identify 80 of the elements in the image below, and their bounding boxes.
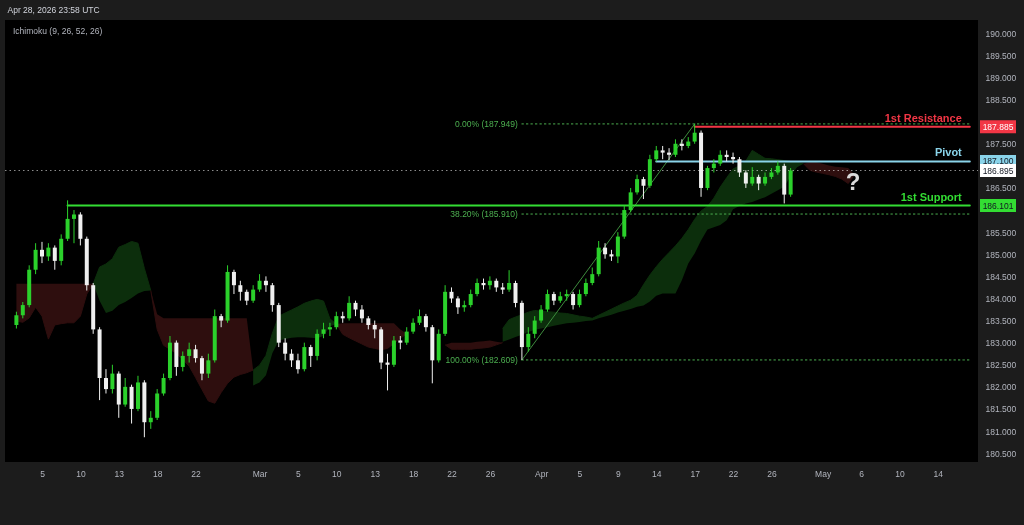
candlestick [513, 280, 518, 308]
candlestick [359, 304, 364, 324]
candlestick [52, 244, 57, 271]
candlestick [123, 377, 128, 408]
candlestick [551, 291, 556, 306]
x-tick-label: 13 [370, 468, 381, 479]
y-tick-label: 184.500 [985, 271, 1017, 282]
x-tick-label: 26 [485, 468, 496, 479]
candlestick [411, 317, 416, 335]
candlestick [545, 289, 550, 313]
candlestick [692, 123, 697, 145]
x-tick-label: 5 [40, 468, 46, 479]
x-tick-label: 18 [152, 468, 163, 479]
y-tick-label: 186.500 [985, 183, 1017, 194]
x-tick-label: 14 [652, 468, 662, 479]
x-tick-label: 26 [767, 468, 777, 479]
candlestick [129, 384, 134, 425]
data-label: 186.101 [982, 200, 1014, 211]
candlestick [507, 269, 512, 293]
series-label: 0.00% (187.949) [455, 118, 519, 129]
y-tick-label: 183.500 [985, 316, 1017, 327]
candlestick [347, 295, 352, 322]
x-tick-label: 13 [114, 468, 125, 479]
candlestick [455, 295, 460, 315]
y-tick-label: 185.000 [985, 249, 1017, 260]
candlestick [750, 166, 755, 187]
candlestick [635, 174, 640, 196]
y-tick-label: 189.500 [985, 50, 1017, 61]
x-tick-label: 10 [895, 468, 905, 479]
x-tick-label: 22 [447, 468, 457, 479]
annotation: ? [845, 168, 861, 195]
y-tick-label: 184.000 [985, 293, 1017, 304]
series-label: Pivot [934, 146, 963, 159]
y-tick-label: 182.500 [985, 360, 1017, 371]
candlestick [737, 156, 742, 178]
candlestick [526, 326, 531, 352]
annotation: Ichimoku (9, 26, 52, 26) [13, 26, 103, 36]
y-tick-label: 187.500 [985, 139, 1017, 150]
candlestick [231, 269, 236, 295]
candlestick [71, 209, 76, 244]
data-label: 187.100 [982, 156, 1014, 167]
x-tick-label: 10 [332, 468, 342, 479]
candlestick [33, 242, 38, 275]
y-tick-label: 189.000 [985, 72, 1017, 83]
x-tick-label: 5 [577, 468, 583, 479]
x-tick-label: 22 [191, 468, 202, 479]
y-tick-label: 188.500 [985, 95, 1017, 106]
x-tick-label: Mar [252, 468, 268, 479]
candlestick [763, 171, 768, 187]
x-tick-label: 17 [690, 468, 701, 479]
series-label: 38.20% (185.910) [450, 209, 519, 220]
y-tick-label: 181.500 [985, 404, 1017, 415]
y-tick-label: 190.000 [985, 28, 1017, 39]
x-tick-label: 9 [616, 468, 622, 479]
candlestick [103, 368, 108, 394]
ref-line-label: 186.895 [982, 165, 1014, 176]
x-tick-label: 10 [76, 468, 86, 479]
y-tick-label: 182.000 [985, 382, 1017, 393]
y-tick-label: 181.000 [985, 426, 1017, 437]
chart-title: Apr 28, 2026 23:58 UTC [7, 4, 100, 15]
x-tick-label: May [815, 468, 832, 479]
x-tick-label: Apr [534, 468, 549, 479]
candlestick [705, 165, 710, 191]
x-tick-label: 18 [408, 468, 419, 479]
series-label: 1st Support [900, 190, 963, 203]
candlestick [532, 315, 537, 339]
series-label: 100.00% (182.609) [445, 354, 519, 365]
candlestick [641, 176, 646, 200]
x-tick-label: 22 [728, 468, 739, 479]
series-label: 1st Resistance [884, 111, 962, 124]
candlestick [110, 364, 115, 394]
y-tick-label: 180.500 [985, 448, 1017, 459]
data-label: 187.885 [982, 121, 1014, 132]
candlestick [59, 233, 64, 266]
y-tick-label: 183.000 [985, 338, 1017, 349]
y-tick-label: 185.500 [985, 227, 1017, 238]
candlestick [615, 231, 620, 264]
x-tick-label: 14 [933, 468, 944, 479]
x-tick-label: 6 [859, 468, 865, 479]
x-tick-label: 5 [296, 468, 302, 479]
